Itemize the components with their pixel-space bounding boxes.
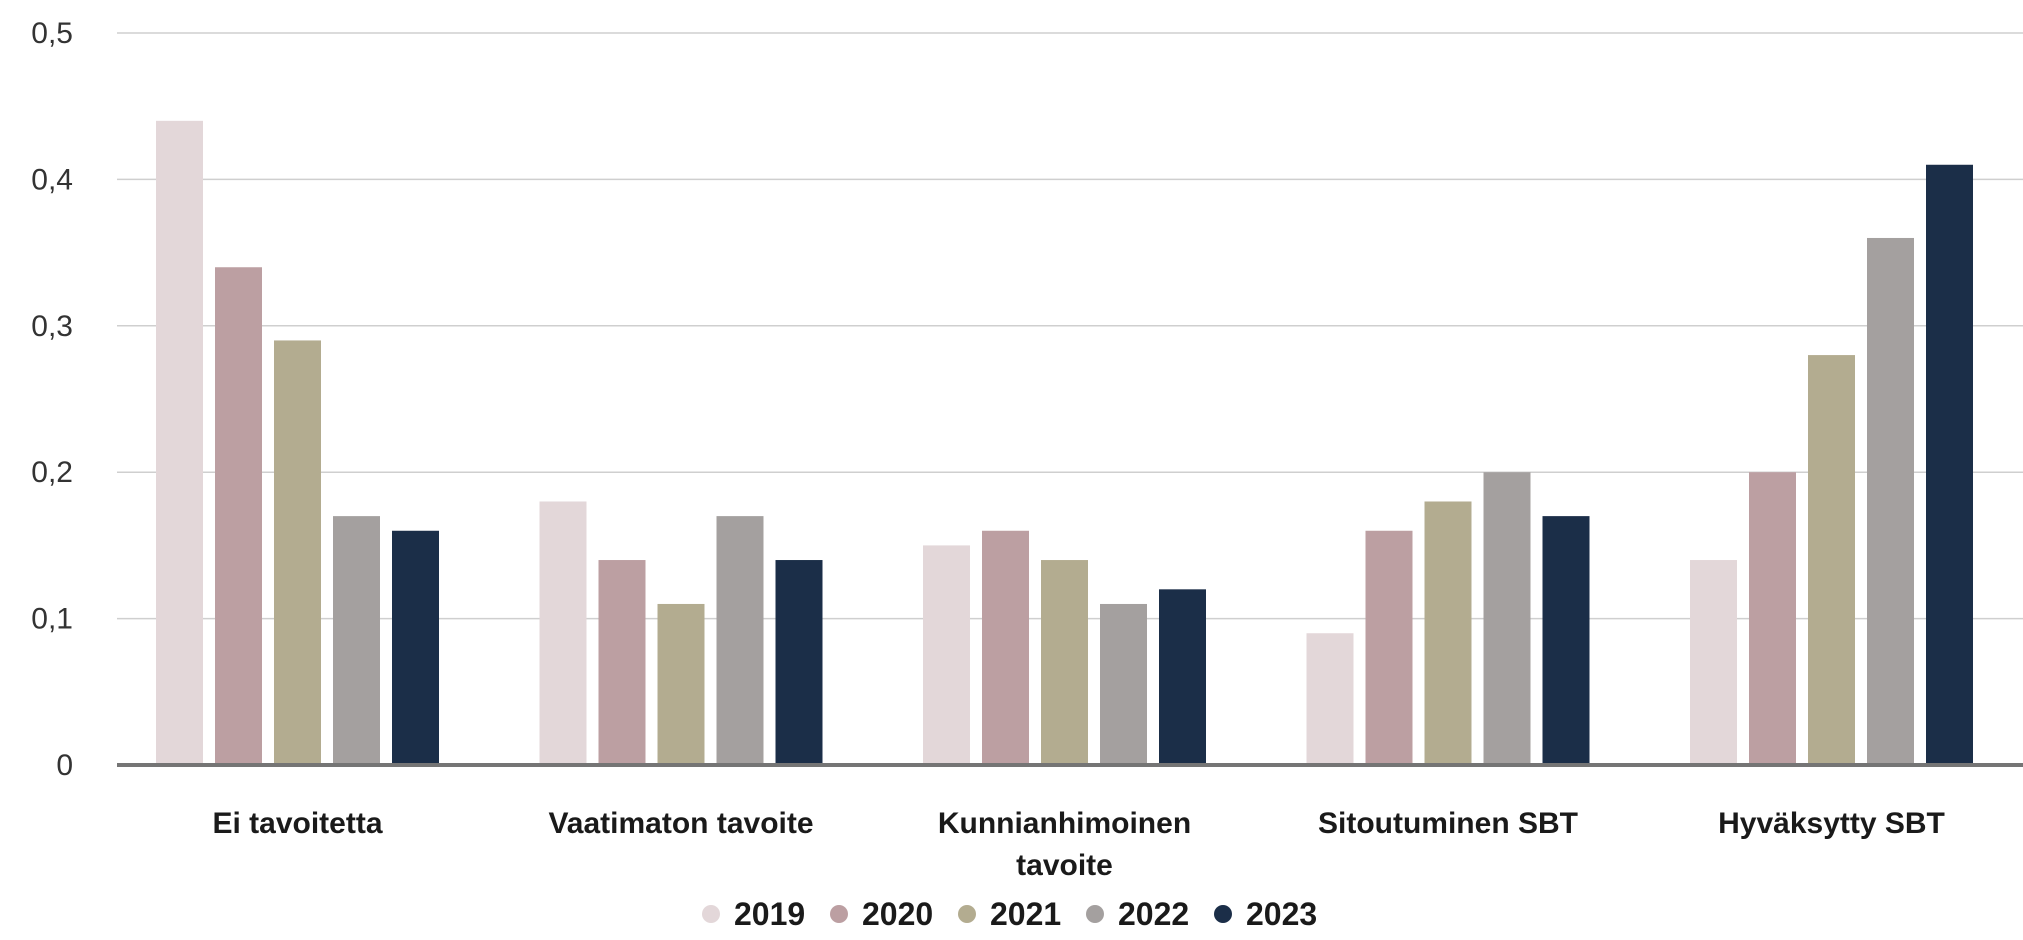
y-tick-label: 0,5 xyxy=(31,17,73,50)
bar-2022-2 xyxy=(716,516,764,765)
legend-marker xyxy=(830,905,848,923)
category-label: Ei tavoitetta xyxy=(212,807,382,840)
legend-marker xyxy=(1086,905,1104,923)
bar-2019-3 xyxy=(923,545,970,765)
bar-2019-1 xyxy=(156,120,203,766)
bar-2019-2 xyxy=(539,501,587,765)
bar-2022-1 xyxy=(333,516,380,765)
bar-2021-4 xyxy=(1424,501,1472,765)
category-label: Kunnianhimoinen tavoite xyxy=(938,807,1191,882)
y-tick-label: 0,3 xyxy=(31,310,73,343)
y-tick-label: 0,2 xyxy=(31,456,73,489)
legend-item-2019: 2019 xyxy=(702,896,805,932)
legend-label: 2022 xyxy=(1118,896,1189,932)
legend-item-2021: 2021 xyxy=(958,896,1061,932)
bar-2023-1 xyxy=(392,530,439,765)
x-axis-categories: Ei tavoitetta Vaatimaton tavoite Kunnianhi… xyxy=(212,807,1944,882)
legend-marker xyxy=(1214,905,1232,923)
legend-marker xyxy=(702,905,720,923)
bar-2020-4 xyxy=(1365,530,1413,765)
bar-2023-4 xyxy=(1542,516,1590,765)
bar-2023-5 xyxy=(1926,164,1973,765)
bars xyxy=(156,120,1973,766)
legend-label: 2020 xyxy=(862,896,933,932)
legend-label: 2019 xyxy=(734,896,805,932)
bar-2019-4 xyxy=(1306,633,1354,765)
bar-2020-5 xyxy=(1749,472,1796,765)
y-axis-ticks: 0 0,1 0,2 0,3 0,4 0,5 xyxy=(31,17,73,782)
bar-2022-4 xyxy=(1483,472,1531,765)
bar-2021-2 xyxy=(657,603,705,765)
bar-2022-3 xyxy=(1100,603,1147,765)
bar-2020-2 xyxy=(598,560,646,765)
bar-2023-3 xyxy=(1159,589,1206,765)
legend-label: 2023 xyxy=(1246,896,1317,932)
bar-2019-5 xyxy=(1690,560,1737,765)
legend-marker xyxy=(958,905,976,923)
y-tick-label: 0,1 xyxy=(31,603,73,636)
bar-2023-2 xyxy=(775,560,823,765)
bar-2021-5 xyxy=(1808,355,1855,765)
bar-2022-5 xyxy=(1867,237,1914,765)
legend-item-2022: 2022 xyxy=(1086,896,1189,932)
category-label: Hyväksytty SBT xyxy=(1718,807,1945,840)
category-label: Sitoutuminen SBT xyxy=(1318,807,1578,840)
bar-2021-1 xyxy=(274,340,321,765)
legend-item-2023: 2023 xyxy=(1214,896,1317,932)
category-label: Vaatimaton tavoite xyxy=(548,807,813,840)
legend-item-2020: 2020 xyxy=(830,896,933,932)
legend: 2019 2020 2021 2022 2023 xyxy=(702,896,1317,932)
y-tick-label: 0,4 xyxy=(31,163,73,196)
bar-2021-3 xyxy=(1041,560,1088,765)
bar-2020-1 xyxy=(215,267,262,765)
bar-2020-3 xyxy=(982,530,1029,765)
y-tick-label: 0 xyxy=(56,749,73,782)
legend-label: 2021 xyxy=(990,896,1061,932)
